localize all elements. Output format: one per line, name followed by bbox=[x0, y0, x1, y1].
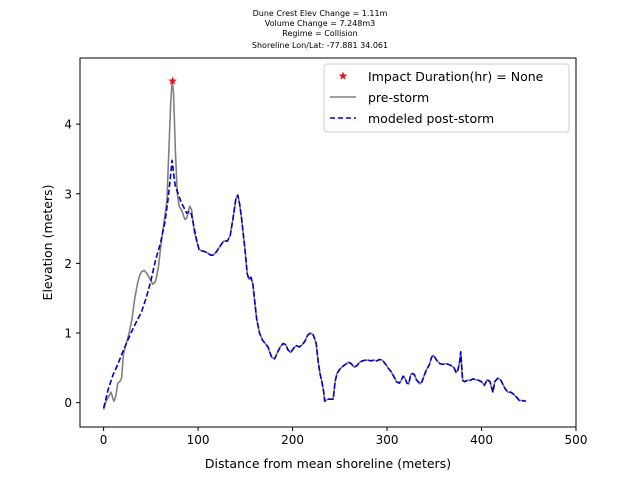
legend: Impact Duration(hr) = None pre-storm mod… bbox=[323, 63, 570, 133]
title-line-volume: Volume Change = 7.248m3 bbox=[264, 19, 376, 28]
title-line-regime: Regime = Collision bbox=[282, 29, 358, 38]
x-axis: 0 100 200 300 400 500 bbox=[100, 427, 588, 447]
x-tick-label: 400 bbox=[470, 433, 493, 447]
y-tick-label: 4 bbox=[64, 118, 72, 132]
title-line-shoreline: Shoreline Lon/Lat: -77.881 34.061 bbox=[251, 41, 389, 50]
x-axis-label: Distance from mean shoreline (meters) bbox=[205, 456, 451, 471]
impact-star-marker bbox=[168, 76, 177, 85]
y-tick-label: 2 bbox=[64, 257, 72, 271]
y-tick-label: 3 bbox=[64, 187, 72, 201]
x-tick-label: 500 bbox=[565, 433, 588, 447]
x-tick-label: 300 bbox=[376, 433, 399, 447]
legend-box bbox=[323, 63, 570, 133]
x-tick-label: 100 bbox=[187, 433, 210, 447]
series-line-modeled-post-storm bbox=[102, 159, 527, 409]
x-tick-label: 0 bbox=[100, 433, 108, 447]
legend-label-post-storm: modeled post-storm bbox=[368, 111, 494, 126]
axes-frame bbox=[79, 57, 577, 428]
y-axis: 0 1 2 3 4 bbox=[64, 118, 80, 410]
title-line-dune-crest: Dune Crest Elev Change = 1.11m bbox=[252, 9, 388, 18]
legend-star-icon bbox=[338, 71, 348, 80]
legend-label-impact: Impact Duration(hr) = None bbox=[368, 69, 544, 84]
x-tick-label: 200 bbox=[281, 433, 304, 447]
plot-area bbox=[102, 76, 527, 410]
legend-label-pre-storm: pre-storm bbox=[368, 90, 429, 105]
y-axis-label: Elevation (meters) bbox=[40, 185, 55, 301]
y-tick-label: 0 bbox=[64, 396, 72, 410]
y-tick-label: 1 bbox=[64, 327, 72, 341]
